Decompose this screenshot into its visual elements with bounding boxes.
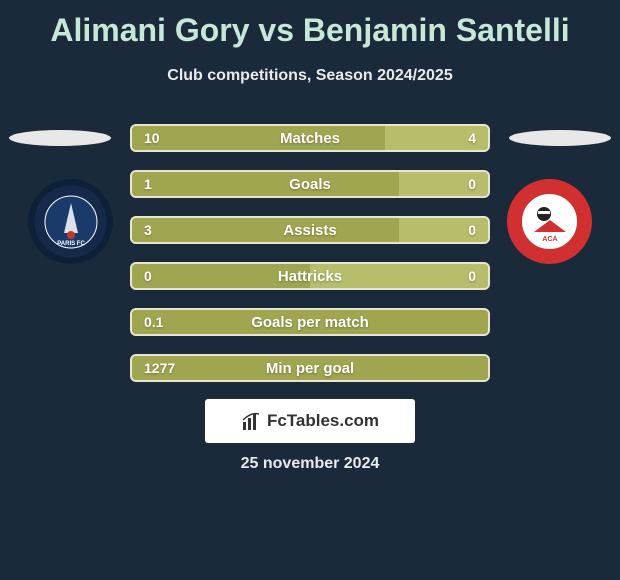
stat-row-goals: 1 Goals 0 [130, 170, 490, 198]
stat-row-assists: 3 Assists 0 [130, 216, 490, 244]
stat-row-matches: 10 Matches 4 [130, 124, 490, 152]
stat-right-value: 0 [468, 218, 476, 242]
stats-bars: 10 Matches 4 1 Goals 0 3 Assists 0 0 Hat… [130, 124, 490, 400]
svg-text:PARIS FC: PARIS FC [57, 241, 85, 247]
player-right-ellipse [509, 130, 611, 146]
stat-right-value: 0 [468, 264, 476, 288]
stat-label: Goals per match [132, 310, 488, 334]
player-right-crest: ACA [507, 179, 592, 264]
stat-row-goals-per-match: 0.1 Goals per match [130, 308, 490, 336]
ajaccio-logo-icon: ACA [528, 200, 572, 244]
watermark-text: FcTables.com [267, 411, 379, 431]
stat-label: Hattricks [132, 264, 488, 288]
fctables-logo-icon [241, 410, 263, 432]
watermark-badge: FcTables.com [205, 399, 415, 443]
stat-row-hattricks: 0 Hattricks 0 [130, 262, 490, 290]
stat-label: Goals [132, 172, 488, 196]
paris-fc-logo-icon: PARIS FC [44, 195, 98, 249]
svg-text:ACA: ACA [542, 236, 557, 243]
stat-right-value: 4 [468, 126, 476, 150]
player-left-crest: PARIS FC [28, 179, 113, 264]
player-left-ellipse [9, 130, 111, 146]
stat-row-min-per-goal: 1277 Min per goal [130, 354, 490, 382]
stat-label: Min per goal [132, 356, 488, 380]
stat-right-value: 0 [468, 172, 476, 196]
infographic-date: 25 november 2024 [0, 455, 620, 473]
page-subtitle: Club competitions, Season 2024/2025 [0, 67, 620, 85]
stat-label: Matches [132, 126, 488, 150]
page-title: Alimani Gory vs Benjamin Santelli [0, 0, 620, 49]
stat-label: Assists [132, 218, 488, 242]
